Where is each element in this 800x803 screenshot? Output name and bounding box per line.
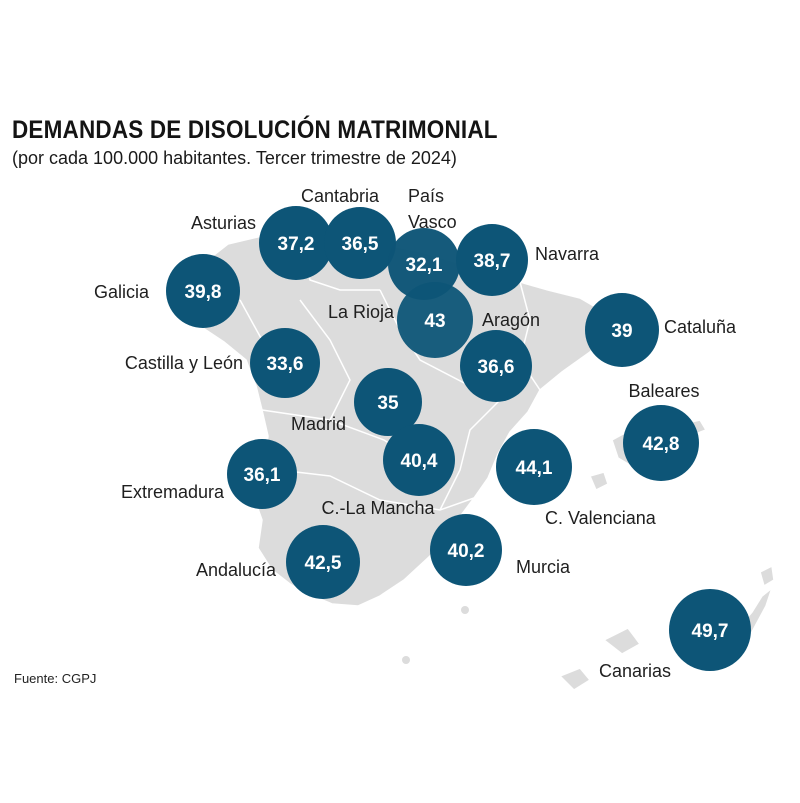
svg-text:39,8: 39,8: [185, 282, 222, 303]
bubble-galicia[interactable]: 39,8: [166, 254, 240, 328]
canarias-shape-1: [558, 667, 592, 691]
bubble-c-valenciana[interactable]: 44,1: [496, 429, 572, 505]
map-subtitle: (por cada 100.000 habitantes. Tercer tri…: [12, 148, 457, 168]
label-andalucia: Andalucía: [196, 560, 277, 580]
label-pais-vasco-2: Vasco: [408, 212, 457, 232]
svg-text:39: 39: [611, 321, 632, 342]
bubble-cantabria[interactable]: 36,5: [324, 207, 396, 279]
bubble-baleares[interactable]: 42,8: [623, 405, 699, 481]
source-note: Fuente: CGPJ: [14, 671, 97, 686]
label-navarra: Navarra: [535, 244, 600, 264]
label-castilla-leon: Castilla y León: [125, 353, 243, 373]
bubble-aragon[interactable]: 36,6: [460, 330, 532, 402]
svg-text:32,1: 32,1: [406, 255, 443, 276]
label-baleares: Baleares: [628, 381, 699, 401]
ibiza-shape: [588, 471, 609, 492]
label-c-valenciana: C. Valenciana: [545, 508, 657, 528]
label-extremadura: Extremadura: [121, 482, 225, 502]
bubble-asturias[interactable]: 37,2: [259, 206, 333, 280]
label-aragon: Aragón: [482, 310, 540, 330]
label-madrid: Madrid: [291, 414, 346, 434]
bubble-andalucia[interactable]: 42,5: [286, 525, 360, 599]
region-labels: Galicia Asturias Cantabria País Vasco Na…: [94, 186, 737, 681]
bubble-canarias[interactable]: 49,7: [669, 589, 751, 671]
svg-text:38,7: 38,7: [474, 251, 511, 272]
svg-text:36,6: 36,6: [478, 357, 515, 378]
svg-text:33,6: 33,6: [267, 354, 304, 375]
ceuta-dot: [402, 656, 410, 664]
bubble-la-rioja[interactable]: 43: [397, 282, 473, 358]
svg-text:44,1: 44,1: [516, 458, 553, 479]
svg-text:42,8: 42,8: [643, 434, 680, 455]
label-canarias: Canarias: [599, 661, 671, 681]
label-asturias: Asturias: [191, 213, 256, 233]
label-la-rioja: La Rioja: [328, 302, 395, 322]
canarias-shape-4: [759, 564, 775, 588]
label-pais-vasco-1: País: [408, 186, 444, 206]
svg-text:36,1: 36,1: [244, 465, 281, 486]
label-murcia: Murcia: [516, 557, 571, 577]
svg-text:37,2: 37,2: [278, 234, 315, 255]
svg-text:43: 43: [424, 311, 445, 332]
bubble-madrid[interactable]: 35: [354, 368, 422, 436]
svg-text:40,2: 40,2: [448, 541, 485, 562]
svg-text:49,7: 49,7: [692, 621, 729, 642]
bubble-castilla-leon[interactable]: 33,6: [250, 328, 320, 398]
bubble-murcia[interactable]: 40,2: [430, 514, 502, 586]
bubble-extremadura[interactable]: 36,1: [227, 439, 297, 509]
bubble-cataluna[interactable]: 39: [585, 293, 659, 367]
bubble-pais-vasco[interactable]: 32,1: [388, 228, 460, 300]
map-title: DEMANDAS DE DISOLUCIÓN MATRIMONIAL: [12, 116, 498, 144]
label-galicia: Galicia: [94, 282, 150, 302]
melilla-dot: [461, 606, 469, 614]
label-cataluna: Cataluña: [664, 317, 737, 337]
label-castilla-la-mancha: C.-La Mancha: [321, 498, 435, 518]
label-cantabria: Cantabria: [301, 186, 380, 206]
svg-text:42,5: 42,5: [305, 553, 342, 574]
svg-text:40,4: 40,4: [401, 451, 438, 472]
bubble-castilla-la-mancha[interactable]: 40,4: [383, 424, 455, 496]
canarias-shape-2: [602, 627, 642, 655]
value-bubbles: 39,8 37,2 36,5 32,1 38,7 43 36,6 39: [166, 206, 751, 671]
svg-text:36,5: 36,5: [342, 234, 379, 255]
bubble-navarra[interactable]: 38,7: [456, 224, 528, 296]
svg-text:35: 35: [377, 393, 399, 414]
